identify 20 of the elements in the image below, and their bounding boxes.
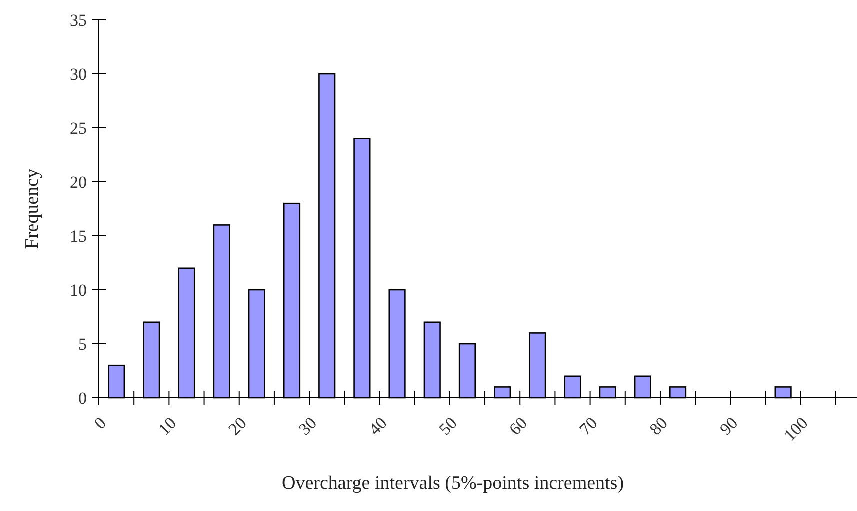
x-tick-label: 90 [716,414,742,440]
x-tick-label: 10 [154,414,180,440]
x-axis-title: Overcharge intervals (5%-points increments) [282,473,624,494]
x-tick-label: 20 [224,414,250,440]
y-tick-label: 20 [70,172,87,192]
y-tick-label: 5 [78,334,87,354]
x-tick-label: 30 [295,414,321,440]
x-tick-label: 50 [436,414,461,440]
y-tick-label: 35 [70,10,87,30]
x-tick-label: 80 [646,414,672,440]
x-tick-label: 70 [576,414,602,440]
x-tick-label: 100 [780,414,812,446]
y-tick-label: 10 [70,280,87,300]
y-tick-label: 25 [70,118,87,138]
y-tick-label: 15 [70,226,87,246]
x-tick-label: 60 [506,414,532,440]
y-axis-title: Frequency [22,168,43,250]
y-tick-label: 30 [70,64,87,84]
x-tick-label: 40 [365,414,391,440]
y-tick-label: 0 [78,388,87,408]
